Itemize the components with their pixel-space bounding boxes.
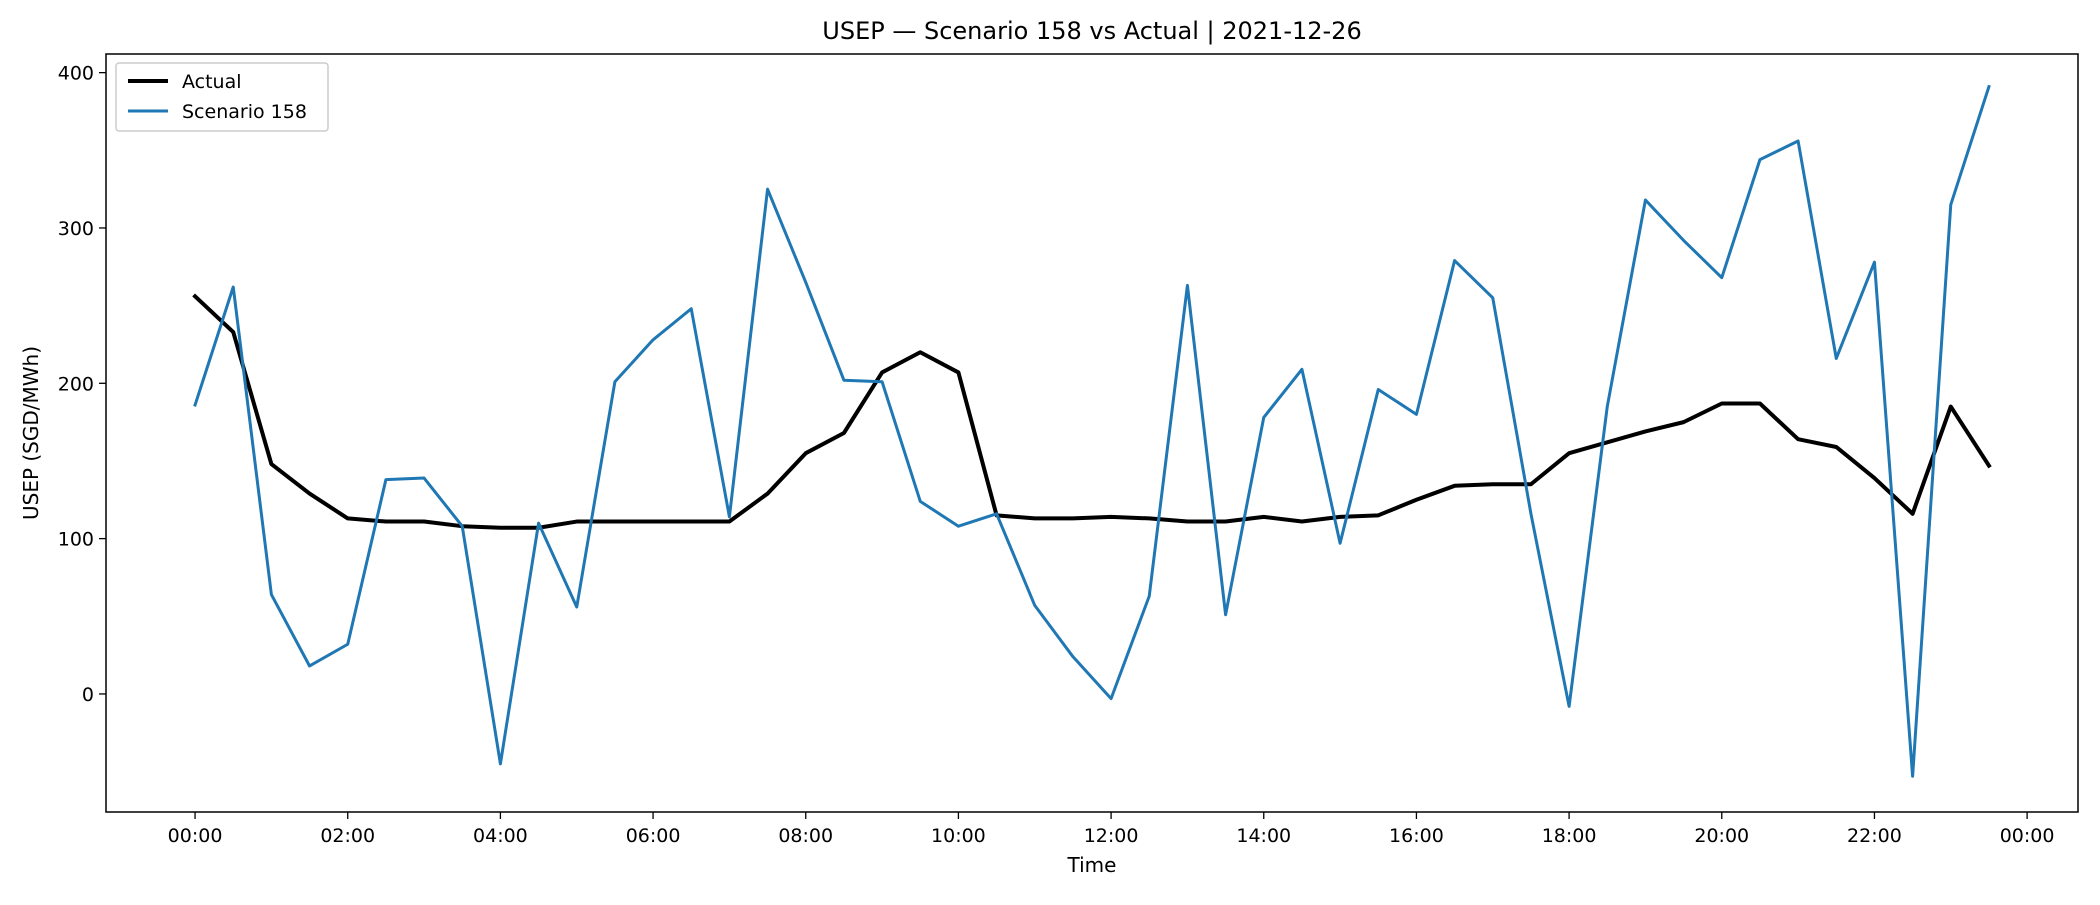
- x-tick-label: 16:00: [1389, 825, 1444, 847]
- x-axis-ticks: 00:00 02:00 04:00 06:00 08:00 10:00 12:00 14:00…: [168, 812, 2055, 847]
- x-tick-label: 10:00: [931, 825, 986, 847]
- x-tick-label: 04:00: [473, 825, 528, 847]
- series-line-scenario: [193, 84, 1991, 778]
- x-tick-label: 22:00: [1847, 825, 1902, 847]
- legend-label-scenario: Scenario 158: [182, 101, 307, 123]
- x-axis-label: Time: [1067, 853, 1117, 877]
- x-tick-label: 12:00: [1084, 825, 1139, 847]
- x-tick-label: 00:00: [168, 825, 223, 847]
- y-axis-ticks: 0 100 200 300 400: [58, 63, 106, 706]
- x-tick-label: 14:00: [1236, 825, 1291, 847]
- legend-label-actual: Actual: [182, 71, 242, 93]
- x-tick-label: 18:00: [1542, 825, 1597, 847]
- y-axis-label: USEP (SGD/MWh): [19, 346, 43, 520]
- legend-box: [115, 62, 329, 132]
- x-tick-label: 06:00: [626, 825, 681, 847]
- x-tick-label: 02:00: [320, 825, 375, 847]
- x-tick-label: 20:00: [1694, 825, 1749, 847]
- series-layer: [192, 84, 1992, 778]
- x-tick-label: 08:00: [778, 825, 833, 847]
- y-tick-label: 100: [58, 529, 94, 551]
- y-tick-label: 0: [82, 684, 94, 706]
- plot-frame: [105, 53, 2079, 813]
- legend: Actual Scenario 158: [115, 62, 329, 132]
- series-line-actual: [192, 293, 1992, 530]
- x-tick-label: 00:00: [2000, 825, 2055, 847]
- y-tick-label: 300: [58, 218, 94, 240]
- y-tick-label: 400: [58, 63, 94, 85]
- y-tick-label: 200: [58, 373, 94, 395]
- chart-title: USEP — Scenario 158 vs Actual | 2021-12-…: [822, 17, 1361, 45]
